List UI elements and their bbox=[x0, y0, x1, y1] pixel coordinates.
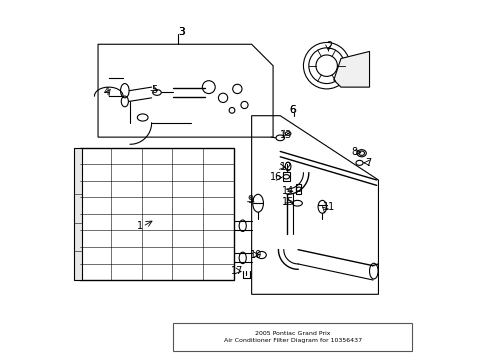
Text: 5: 5 bbox=[151, 85, 158, 95]
Text: 2: 2 bbox=[325, 41, 331, 51]
Polygon shape bbox=[333, 51, 369, 87]
Text: 17: 17 bbox=[230, 266, 243, 276]
FancyBboxPatch shape bbox=[173, 323, 411, 351]
Text: 8: 8 bbox=[350, 147, 356, 157]
Bar bbox=[80, 148, 233, 280]
Text: 12: 12 bbox=[279, 162, 291, 172]
Text: 13: 13 bbox=[279, 130, 291, 140]
Text: 2005 Pontiac Grand Prix
Air Conditioner Filter Diagram for 10356437: 2005 Pontiac Grand Prix Air Conditioner … bbox=[223, 331, 361, 343]
Bar bbox=[74, 148, 81, 280]
Text: 7: 7 bbox=[365, 158, 371, 168]
Text: 6: 6 bbox=[288, 105, 296, 115]
Bar bbox=[283, 172, 289, 181]
Text: 1: 1 bbox=[137, 221, 143, 231]
Text: 9: 9 bbox=[247, 195, 253, 204]
Bar bbox=[296, 184, 301, 194]
Text: 3: 3 bbox=[178, 27, 185, 37]
Text: 15: 15 bbox=[282, 197, 294, 207]
Text: 16: 16 bbox=[269, 172, 281, 183]
Text: 4: 4 bbox=[103, 87, 109, 98]
Text: 14: 14 bbox=[282, 186, 294, 197]
Text: 11: 11 bbox=[323, 202, 335, 212]
Text: 10: 10 bbox=[249, 250, 262, 260]
Text: 3: 3 bbox=[178, 27, 184, 37]
Text: 6: 6 bbox=[288, 105, 295, 115]
